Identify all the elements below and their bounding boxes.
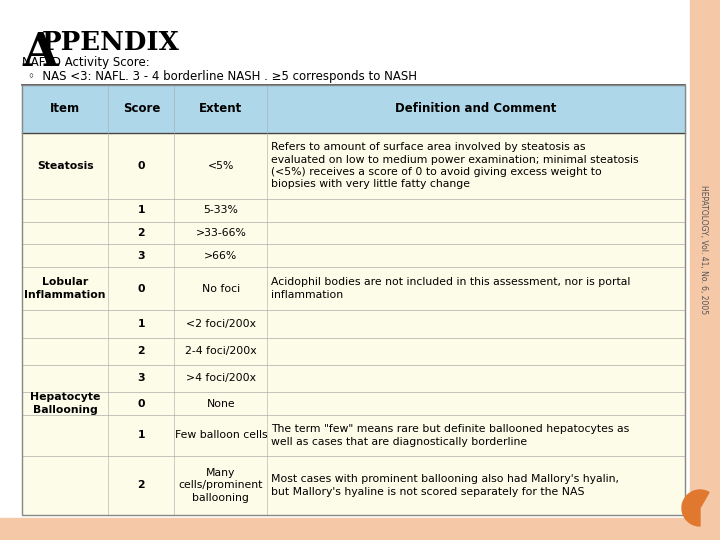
- Text: No foci: No foci: [202, 284, 240, 294]
- Text: Extent: Extent: [199, 103, 243, 116]
- Bar: [22, 338, 685, 365]
- Text: 2: 2: [138, 228, 145, 238]
- Bar: [22, 199, 685, 221]
- Text: 1: 1: [138, 319, 145, 329]
- Bar: [22, 221, 685, 244]
- Bar: [22, 456, 685, 515]
- Bar: [22, 392, 685, 415]
- Text: >66%: >66%: [204, 251, 238, 261]
- Bar: [22, 133, 685, 199]
- Text: Hepatocyte
Ballooning: Hepatocyte Ballooning: [30, 393, 100, 415]
- Text: Most cases with prominent ballooning also had Mallory's hyalin,
but Mallory's hy: Most cases with prominent ballooning als…: [271, 474, 619, 497]
- Wedge shape: [682, 490, 709, 526]
- Bar: [22, 244, 685, 267]
- Text: 3: 3: [138, 374, 145, 383]
- Text: Few balloon cells: Few balloon cells: [174, 430, 267, 441]
- Text: The term "few" means rare but definite ballooned hepatocytes as
well as cases th: The term "few" means rare but definite b…: [271, 424, 629, 447]
- Text: Item: Item: [50, 103, 80, 116]
- Text: PPENDIX: PPENDIX: [42, 30, 180, 55]
- Text: HEPATOLOGY, Vol. 41, No. 6, 2005: HEPATOLOGY, Vol. 41, No. 6, 2005: [698, 185, 708, 315]
- Bar: [690, 0, 720, 540]
- Text: 0: 0: [138, 399, 145, 409]
- Text: Definition and Comment: Definition and Comment: [395, 103, 557, 116]
- Text: <2 foci/200x: <2 foci/200x: [186, 319, 256, 329]
- Text: 2-4 foci/200x: 2-4 foci/200x: [185, 346, 257, 356]
- Text: 3: 3: [138, 251, 145, 261]
- Bar: [22, 85, 685, 515]
- Text: 0: 0: [138, 161, 145, 171]
- Text: Steatosis: Steatosis: [37, 161, 94, 171]
- Text: None: None: [207, 399, 235, 409]
- Bar: [22, 415, 685, 456]
- Bar: [22, 365, 685, 392]
- Text: 2: 2: [138, 481, 145, 490]
- Bar: [22, 85, 685, 133]
- Text: 0: 0: [138, 284, 145, 294]
- Text: Lobular
Inflammation: Lobular Inflammation: [24, 278, 106, 300]
- Text: 1: 1: [138, 430, 145, 441]
- Text: 1: 1: [138, 205, 145, 215]
- Bar: [0, 518, 690, 540]
- Text: >33-66%: >33-66%: [195, 228, 246, 238]
- Text: A: A: [22, 30, 58, 76]
- Text: Refers to amount of surface area involved by steatosis as
evaluated on low to me: Refers to amount of surface area involve…: [271, 142, 639, 190]
- Text: NAFLD Activity Score:: NAFLD Activity Score:: [22, 56, 150, 69]
- Text: Score: Score: [122, 103, 160, 116]
- Bar: [22, 267, 685, 310]
- Text: 2: 2: [138, 346, 145, 356]
- Text: 5-33%: 5-33%: [204, 205, 238, 215]
- Text: ◦  NAS <3: NAFL. 3 - 4 borderline NASH . ≥5 corresponds to NASH: ◦ NAS <3: NAFL. 3 - 4 borderline NASH . …: [28, 70, 417, 83]
- Bar: [22, 310, 685, 338]
- Text: Acidophil bodies are not included in this assessment, nor is portal
inflammation: Acidophil bodies are not included in thi…: [271, 278, 631, 300]
- Text: <5%: <5%: [207, 161, 234, 171]
- Text: >4 foci/200x: >4 foci/200x: [186, 374, 256, 383]
- Text: Many
cells/prominent
ballooning: Many cells/prominent ballooning: [179, 468, 263, 503]
